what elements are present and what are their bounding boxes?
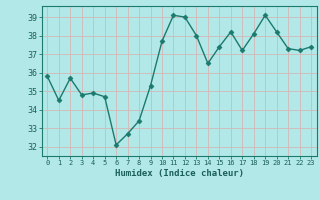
X-axis label: Humidex (Indice chaleur): Humidex (Indice chaleur) xyxy=(115,169,244,178)
